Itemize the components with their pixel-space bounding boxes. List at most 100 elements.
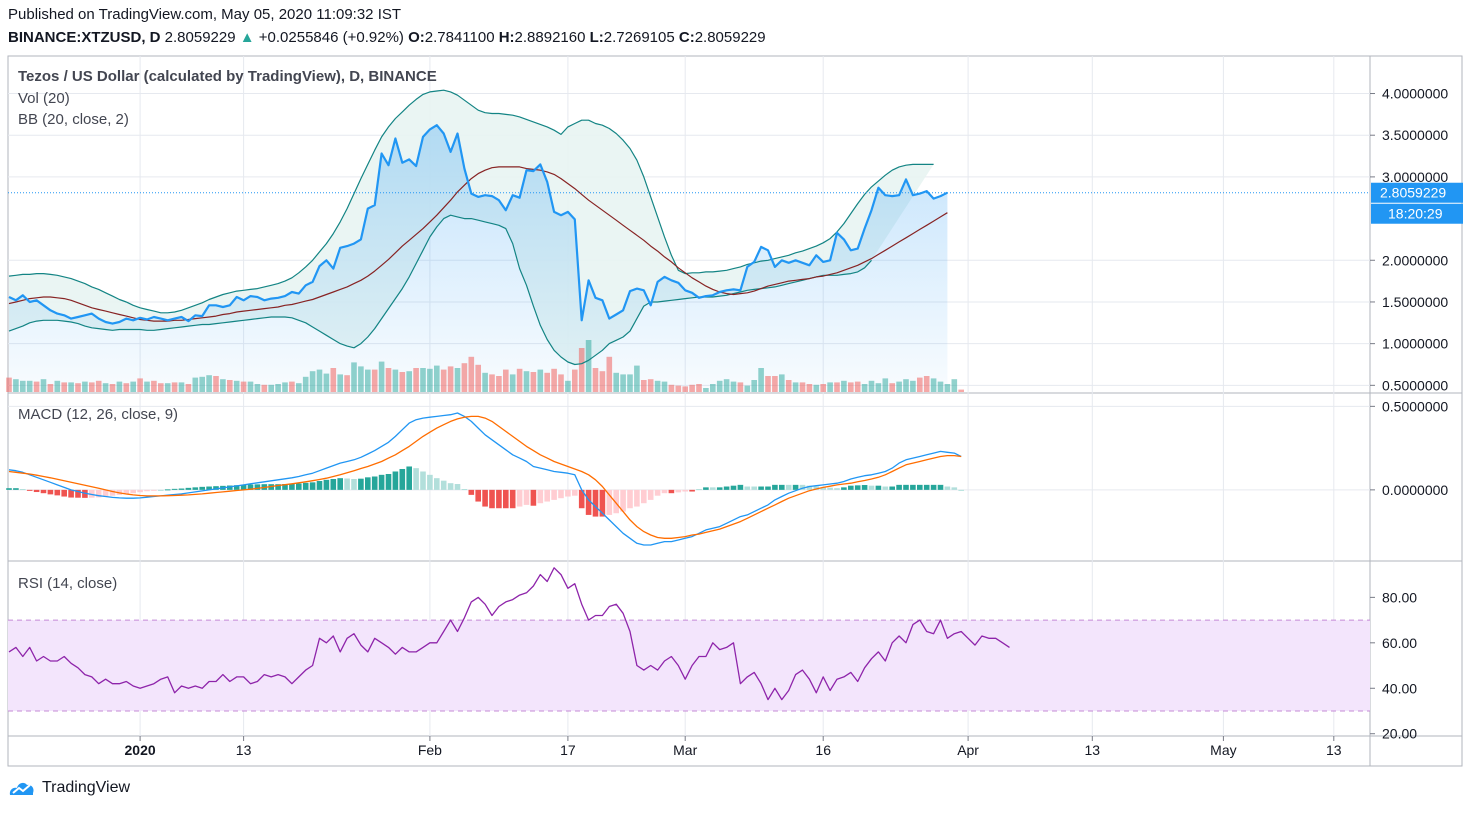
volume-bar	[758, 368, 764, 392]
macd-histogram-bar	[178, 488, 185, 490]
volume-bar	[40, 379, 47, 392]
macd-histogram-bar	[613, 489, 619, 514]
macd-histogram-bar	[289, 483, 295, 490]
macd-histogram-bar	[599, 489, 606, 517]
x-tick-label: Apr	[957, 742, 979, 758]
macd-histogram-bar	[102, 489, 109, 497]
rsi-legend: RSI (14, close)	[18, 575, 117, 592]
volume-bar	[558, 374, 564, 392]
macd-histogram-bar	[578, 489, 585, 509]
macd-histogram-bar	[282, 484, 288, 490]
macd-histogram-bar	[337, 478, 343, 490]
price-change: +0.0255846 (+0.92%)	[258, 29, 404, 46]
x-tick-label: May	[1210, 742, 1236, 758]
volume-bar	[896, 381, 902, 392]
volume-bar	[930, 378, 937, 392]
volume-bar	[516, 368, 523, 392]
macd-histogram-bar	[489, 489, 495, 509]
macd-histogram-bar	[378, 474, 385, 490]
volume-bar	[95, 380, 102, 392]
volume-bar	[868, 380, 875, 392]
volume-bar	[75, 383, 81, 392]
volume-bar	[654, 380, 661, 392]
volume-bar	[282, 382, 288, 392]
y-tick-label: 3.5000000	[1382, 127, 1448, 143]
x-tick-label: Mar	[673, 742, 697, 758]
volume-bar	[420, 368, 426, 392]
volume-bar	[551, 368, 557, 392]
volume-bar	[599, 371, 606, 392]
macd-histogram-bar	[40, 489, 47, 494]
macd-histogram-bar	[585, 489, 592, 515]
price-area	[9, 125, 948, 392]
macd-histogram-bar	[344, 478, 350, 490]
macd-histogram-bar	[158, 489, 164, 491]
macd-histogram-bar	[682, 489, 688, 492]
bb-legend: BB (20, close, 2)	[18, 111, 129, 128]
vol-legend: Vol (20)	[18, 90, 70, 107]
tradingview-brand[interactable]: TradingView	[42, 779, 131, 796]
volume-bar	[509, 374, 516, 392]
volume-bar	[903, 379, 909, 392]
macd-histogram-bar	[917, 484, 923, 490]
volume-bar	[820, 384, 826, 392]
macd-histogram-bar	[792, 484, 799, 490]
volume-bar	[316, 369, 323, 392]
macd-histogram-bar	[923, 484, 930, 490]
volume-bar	[109, 384, 116, 392]
macd-histogram-bar	[558, 489, 564, 499]
volume-bar	[475, 364, 481, 392]
volume-bar	[6, 377, 12, 392]
volume-bar	[461, 363, 468, 392]
volume-bar	[61, 382, 67, 392]
macd-histogram-bar	[454, 484, 461, 490]
macd-histogram-bar	[551, 489, 557, 500]
volume-bar	[689, 384, 695, 392]
symbol-label[interactable]: BINANCE:XTZUSD, D	[8, 29, 161, 46]
bb-upper-line	[8, 89, 934, 314]
volume-bar	[220, 379, 226, 392]
macd-histogram-bar	[937, 484, 944, 490]
signal-line	[8, 415, 962, 539]
volume-bar	[185, 384, 192, 392]
macd-histogram-bar	[868, 485, 875, 490]
macd-histogram-bar	[751, 486, 757, 490]
macd-histogram-bar	[944, 486, 951, 490]
y-tick-label: 0.5000000	[1382, 377, 1448, 393]
volume-bar	[696, 384, 702, 392]
volume-bar	[634, 365, 640, 392]
volume-bar	[641, 380, 647, 392]
macd-histogram-bar	[482, 489, 488, 507]
macd-histogram-bar	[827, 487, 833, 490]
macd-histogram-bar	[75, 489, 81, 498]
macd-histogram-bar	[447, 483, 454, 490]
macd-histogram-bar	[523, 489, 530, 505]
volume-bar	[565, 380, 571, 392]
volume-bar	[544, 372, 550, 392]
macd-histogram-bar	[468, 489, 475, 495]
volume-bar	[351, 362, 357, 392]
volume-bar	[268, 384, 274, 392]
volume-bar	[723, 379, 730, 392]
volume-bar	[13, 379, 19, 392]
volume-bar	[151, 380, 157, 392]
macd-histogram-bar	[206, 486, 212, 490]
volume-bar	[399, 372, 406, 392]
macd-histogram-bar	[316, 481, 323, 490]
y-tick-label: 20.00	[1382, 726, 1417, 742]
volume-bar	[130, 381, 136, 392]
price-badge: 2.8059229	[1380, 185, 1446, 201]
macd-histogram-bar	[233, 485, 240, 490]
volume-bar	[661, 381, 668, 392]
volume-bar	[406, 371, 412, 392]
y-tick-label: 3.0000000	[1382, 169, 1448, 185]
volume-bar	[337, 374, 343, 392]
volume-bar	[413, 368, 419, 392]
volume-bar	[710, 384, 716, 392]
volume-bar	[358, 366, 364, 392]
macd-histogram-bar	[33, 489, 40, 493]
published-line: Published on TradingView.com, May 05, 20…	[8, 6, 402, 23]
macd-histogram-bar	[606, 489, 613, 515]
x-tick-label: 17	[560, 742, 576, 758]
